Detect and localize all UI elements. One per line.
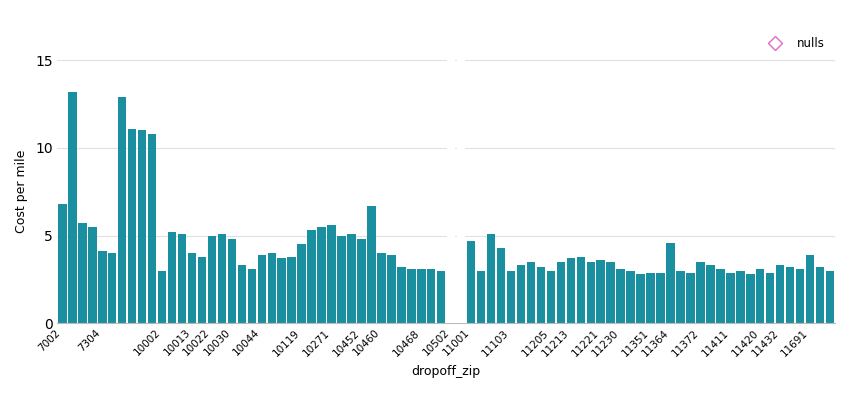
Bar [308,230,316,323]
Bar [686,272,694,323]
Bar [786,267,795,323]
Bar [447,272,456,323]
Bar [58,204,66,323]
Bar [327,225,336,323]
Bar [108,253,116,323]
Bar [317,227,326,323]
Bar [637,274,645,323]
Bar [247,269,256,323]
Bar [377,253,386,323]
Bar [487,234,496,323]
Bar [646,272,654,323]
Bar [357,239,366,323]
Bar [706,266,715,323]
Bar [536,267,545,323]
Bar [178,234,186,323]
Bar [597,260,605,323]
Bar [128,129,137,323]
Bar [527,262,536,323]
Bar [816,267,824,323]
Bar [427,269,435,323]
Bar [467,241,475,323]
Bar [228,239,236,323]
Bar [447,60,456,323]
Bar [746,274,755,323]
Bar [68,92,76,323]
Bar [496,248,505,323]
Bar [756,269,764,323]
Bar [258,255,266,323]
Bar [287,257,296,323]
Bar [586,262,595,323]
Legend: nulls: nulls [759,32,829,54]
Bar [417,269,426,323]
Bar [606,262,615,323]
Bar [78,223,87,323]
Bar [407,269,416,323]
Bar [736,271,745,323]
Bar [796,269,804,323]
Bar [726,272,734,323]
Bar [547,271,555,323]
Bar [397,267,405,323]
Bar [138,130,146,323]
Bar [437,271,445,323]
Bar [457,274,466,323]
Bar [826,271,834,323]
Y-axis label: Cost per mile: Cost per mile [15,150,28,233]
Bar [268,253,276,323]
Bar [207,236,216,323]
Bar [167,232,176,323]
Bar [367,206,376,323]
Bar [118,97,127,323]
Bar [766,272,774,323]
Bar [507,271,515,323]
Bar [387,255,395,323]
Bar [298,244,306,323]
Bar [98,252,106,323]
Bar [677,271,685,323]
Bar [198,257,207,323]
Bar [88,227,97,323]
Bar [348,234,356,323]
Bar [616,269,625,323]
Bar [806,255,814,323]
X-axis label: dropoff_zip: dropoff_zip [411,365,481,378]
Bar [656,272,665,323]
Bar [567,259,575,323]
Bar [238,266,246,323]
Bar [517,266,525,323]
Bar [277,259,286,323]
Bar [576,257,585,323]
Bar [158,271,167,323]
Bar [666,243,675,323]
Bar [626,271,635,323]
Bar [218,234,226,323]
Bar [557,262,565,323]
Bar [148,134,156,323]
Bar [776,266,785,323]
Bar [477,271,485,323]
Bar [457,60,466,323]
Bar [716,269,724,323]
Bar [696,262,705,323]
Bar [188,253,196,323]
Bar [337,236,346,323]
